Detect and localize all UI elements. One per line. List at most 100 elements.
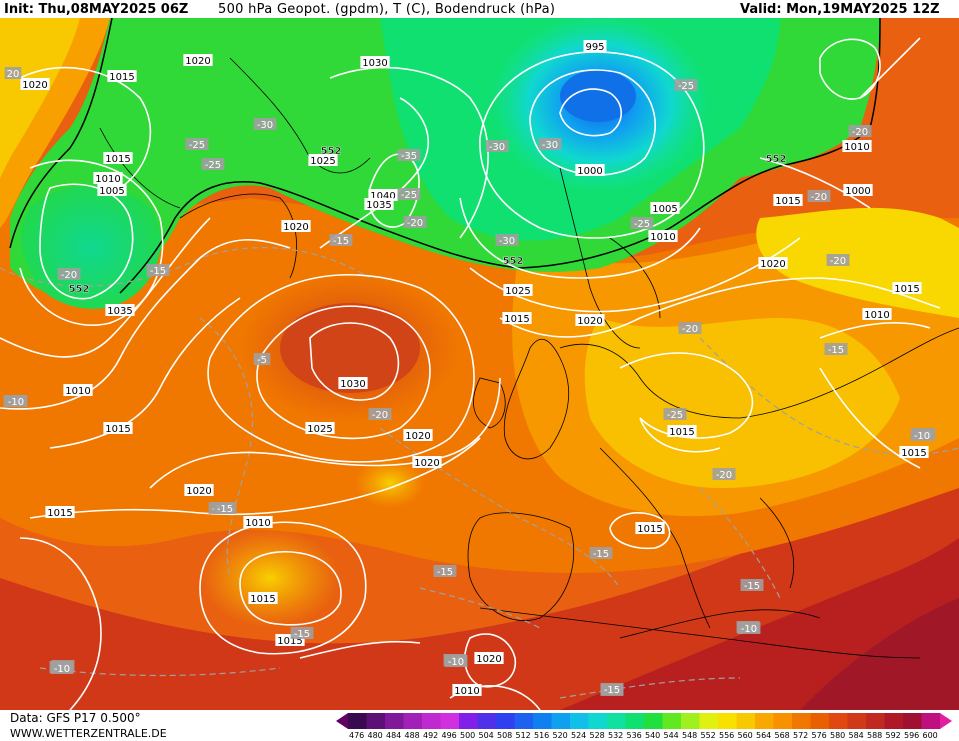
pressure-label-text: 1030	[362, 58, 387, 69]
temperature-label: -10	[50, 662, 74, 675]
legend-tick-label: 544	[663, 731, 679, 740]
legend-tick-label: 580	[830, 731, 846, 740]
legend-swatch	[755, 713, 774, 729]
legend-swatch	[496, 713, 515, 729]
legend-swatch	[348, 713, 367, 729]
temperature-label-box	[253, 118, 277, 130]
temperature-label-text: -30	[257, 120, 273, 131]
legend-swatch	[718, 713, 737, 729]
pressure-label-text: 1035	[107, 306, 132, 317]
pressure-label-box	[360, 56, 390, 68]
legend-tick-label: 476	[349, 731, 365, 740]
temperature-label: -30	[253, 118, 277, 131]
legend-swatch	[403, 713, 423, 729]
legend-swatch	[810, 713, 830, 729]
temperature-label-box	[4, 67, 22, 79]
temperature-label-box	[444, 655, 468, 667]
pressure-label-box	[308, 154, 338, 166]
pressure-label-text: 1020	[186, 486, 211, 497]
field-hotspot-core	[280, 303, 420, 393]
legend-swatch	[736, 713, 756, 729]
pressure-label: 1015	[248, 592, 278, 605]
pressure-label-text: 1015	[669, 427, 694, 438]
temperature-label: -15	[213, 502, 237, 515]
temperature-label-box	[4, 395, 28, 407]
pressure-label-text: 1020	[185, 56, 210, 67]
pressure-label-box	[635, 522, 665, 534]
legend-tick-label: 592	[885, 731, 901, 740]
temperature-label-box	[538, 138, 562, 150]
temperature-label-box	[826, 254, 850, 266]
temperature-label-text: -25	[678, 81, 694, 92]
temperature-label: -15	[600, 683, 624, 696]
temperature-label-box	[807, 190, 831, 202]
legend-swatch	[459, 713, 478, 729]
legend-tick-label: 512	[515, 731, 531, 740]
legend-tick-label: 528	[589, 731, 605, 740]
pressure-label-text: 995	[585, 42, 604, 53]
temperature-label-box	[253, 353, 271, 365]
legend-tick-label: 572	[793, 731, 809, 740]
pressure-label-text: 1015	[637, 524, 662, 535]
pressure-label: 1035	[364, 198, 394, 211]
data-source: Data: GFS P17 0.500°	[10, 711, 141, 725]
temperature-label-box	[213, 502, 237, 514]
geopotential-labels: 552 552 552 552	[68, 146, 786, 295]
temperature-labels: 20 -25 -30 -25 -30 -35 -25 -30 -25 -20 -20 -25 -30 -1…	[3, 67, 936, 697]
field-west-yellow2	[0, 18, 80, 178]
temperature-label: -35	[397, 149, 421, 162]
pressure-label-text: 1015	[105, 154, 130, 165]
temperature-label: -15	[290, 627, 314, 640]
legend-tick-label: 596	[904, 731, 920, 740]
legend-swatch	[773, 713, 793, 729]
pressure-label: 1010	[862, 308, 892, 321]
temperature-label-text: -15	[593, 549, 609, 560]
temperature-label: 20	[4, 67, 22, 80]
temperature-label-box	[589, 547, 613, 559]
temperature-label-text: -20	[852, 127, 868, 138]
pressure-label-text: 1015	[277, 636, 302, 647]
pressure-label-box	[248, 592, 278, 604]
pressure-label: 1025	[308, 154, 338, 167]
temperature-label: -25	[674, 79, 698, 92]
pressure-label-text: 1015	[504, 314, 529, 325]
init-time: Init: Thu,08MAY2025 06Z	[4, 2, 189, 17]
pressure-label-text: 1040	[370, 191, 395, 202]
temperature-label-box	[368, 408, 392, 420]
pressure-label: 1035	[105, 304, 135, 317]
pressure-label-box	[503, 284, 533, 296]
temperature-label-text: -20	[682, 324, 698, 335]
temperature-label: -20	[712, 468, 736, 481]
pressure-label-text: 1015	[250, 594, 275, 605]
pressure-label: 1015	[103, 422, 133, 435]
temperature-label: -25	[185, 138, 209, 151]
pressure-label-box	[773, 194, 803, 206]
legend-swatch	[366, 713, 386, 729]
temperature-label-text: -30	[489, 142, 505, 153]
pressure-label-box	[474, 652, 504, 664]
pressure-label-text: 1020	[414, 458, 439, 469]
temperature-label: -10	[444, 655, 468, 668]
pressure-label: 1010	[63, 384, 93, 397]
temperature-label: -15	[589, 547, 613, 560]
field-green-nw-low	[21, 185, 161, 309]
pressure-label-box	[575, 164, 605, 176]
pressure-label: 1020	[183, 54, 213, 67]
pressure-label: 1020	[281, 220, 311, 233]
pressure-label-box	[899, 446, 929, 458]
temperature-label-text: 20	[7, 69, 20, 80]
pressure-label-text: 1035	[366, 200, 391, 211]
pressure-label-text: 1020	[577, 316, 602, 327]
pressure-label-text: 1015	[109, 72, 134, 83]
pressure-label: 1010	[93, 172, 123, 185]
legend-tick-label: 536	[626, 731, 642, 740]
temperature-label-box	[910, 429, 934, 441]
pressure-label-box	[103, 152, 133, 164]
pressure-label: 1010	[243, 516, 273, 529]
legend-swatch	[533, 713, 552, 729]
temperature-label-text: -25	[401, 190, 417, 201]
pressure-label-box	[583, 40, 607, 52]
temperature-label-text: -35	[401, 151, 417, 162]
temperature-label-text: -10	[54, 664, 70, 675]
